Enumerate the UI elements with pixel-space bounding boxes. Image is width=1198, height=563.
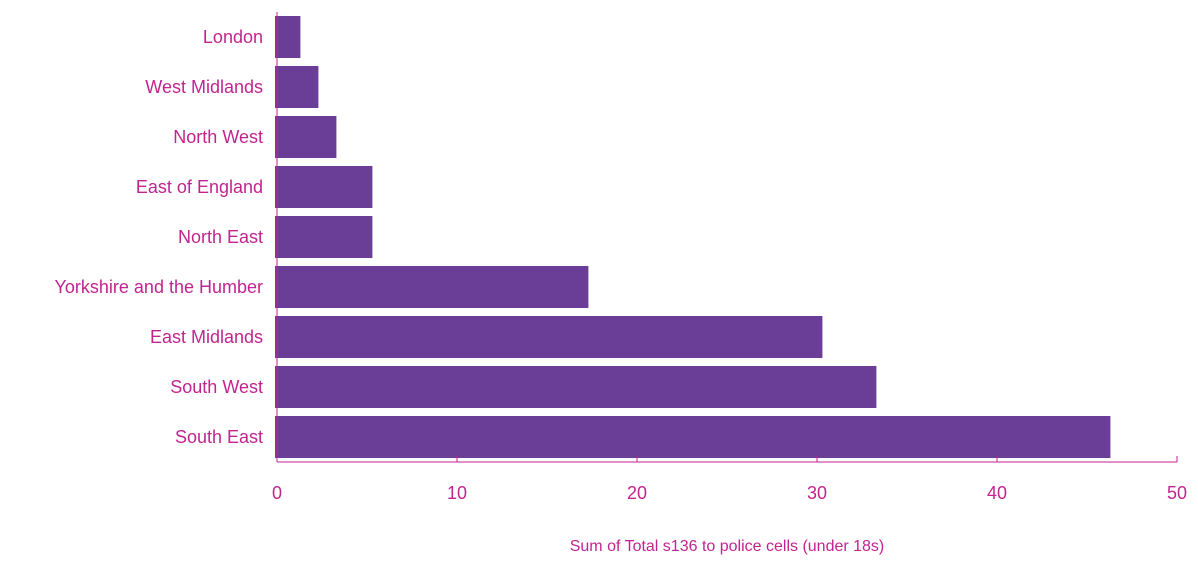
- bar-north-west: [275, 116, 337, 158]
- category-label: Yorkshire and the Humber: [55, 277, 263, 297]
- x-tick-label: 0: [272, 483, 282, 503]
- bar-east-of-england: [275, 166, 373, 208]
- x-tick-label: 20: [627, 483, 647, 503]
- bar-west-midlands: [275, 66, 319, 108]
- x-axis-title: Sum of Total s136 to police cells (under…: [570, 538, 885, 555]
- category-label: North West: [173, 127, 263, 147]
- bar-east-midlands: [275, 316, 823, 358]
- bar-south-west: [275, 366, 877, 408]
- category-label: East Midlands: [150, 327, 263, 347]
- category-label: West Midlands: [145, 77, 263, 97]
- x-tick-label: 50: [1167, 483, 1187, 503]
- category-label: South West: [170, 377, 263, 397]
- bar-london: [275, 16, 301, 58]
- axes: [276, 12, 1178, 463]
- bar-yorkshire-and-the-humber: [275, 266, 589, 308]
- category-labels: London West Midlands North West East of Eng…: [55, 27, 263, 447]
- x-tick-labels: 0 10 20 30 40 50: [272, 483, 1187, 503]
- bars-group: [275, 16, 1111, 458]
- bar-south-east: [275, 416, 1111, 458]
- category-label: East of England: [136, 177, 263, 197]
- category-label: London: [203, 27, 263, 47]
- category-label: North East: [178, 227, 263, 247]
- x-tick-label: 30: [807, 483, 827, 503]
- x-tick-label: 40: [987, 483, 1007, 503]
- x-tick-label: 10: [447, 483, 467, 503]
- category-label: South East: [175, 427, 263, 447]
- bar-north-east: [275, 216, 373, 258]
